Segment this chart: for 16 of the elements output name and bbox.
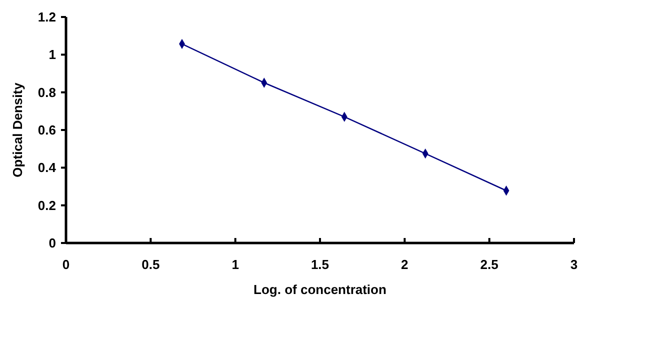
- x-tick-label: 0.5: [142, 257, 160, 272]
- y-tick-label: 0: [48, 236, 56, 251]
- x-tick-label: 2.5: [480, 257, 498, 272]
- y-axis-title: Optical Density: [10, 82, 25, 178]
- x-tick-label: 3: [570, 257, 578, 272]
- y-tick-label: 0.8: [38, 84, 56, 100]
- x-tick-label: 0: [62, 257, 70, 272]
- y-tick-label: 0.6: [38, 122, 56, 138]
- y-tick-label: 1.2: [38, 10, 56, 25]
- x-tick-label: 1.5: [310, 257, 330, 272]
- x-tick-label: 1: [232, 257, 239, 272]
- y-tick-label: 0.2: [38, 198, 56, 213]
- y-tick-label: 1: [48, 47, 56, 62]
- x-tick-label: 2: [401, 257, 408, 272]
- x-axis-title: Log. of concentration: [254, 282, 386, 297]
- y-tick-label: 0.4: [38, 160, 57, 176]
